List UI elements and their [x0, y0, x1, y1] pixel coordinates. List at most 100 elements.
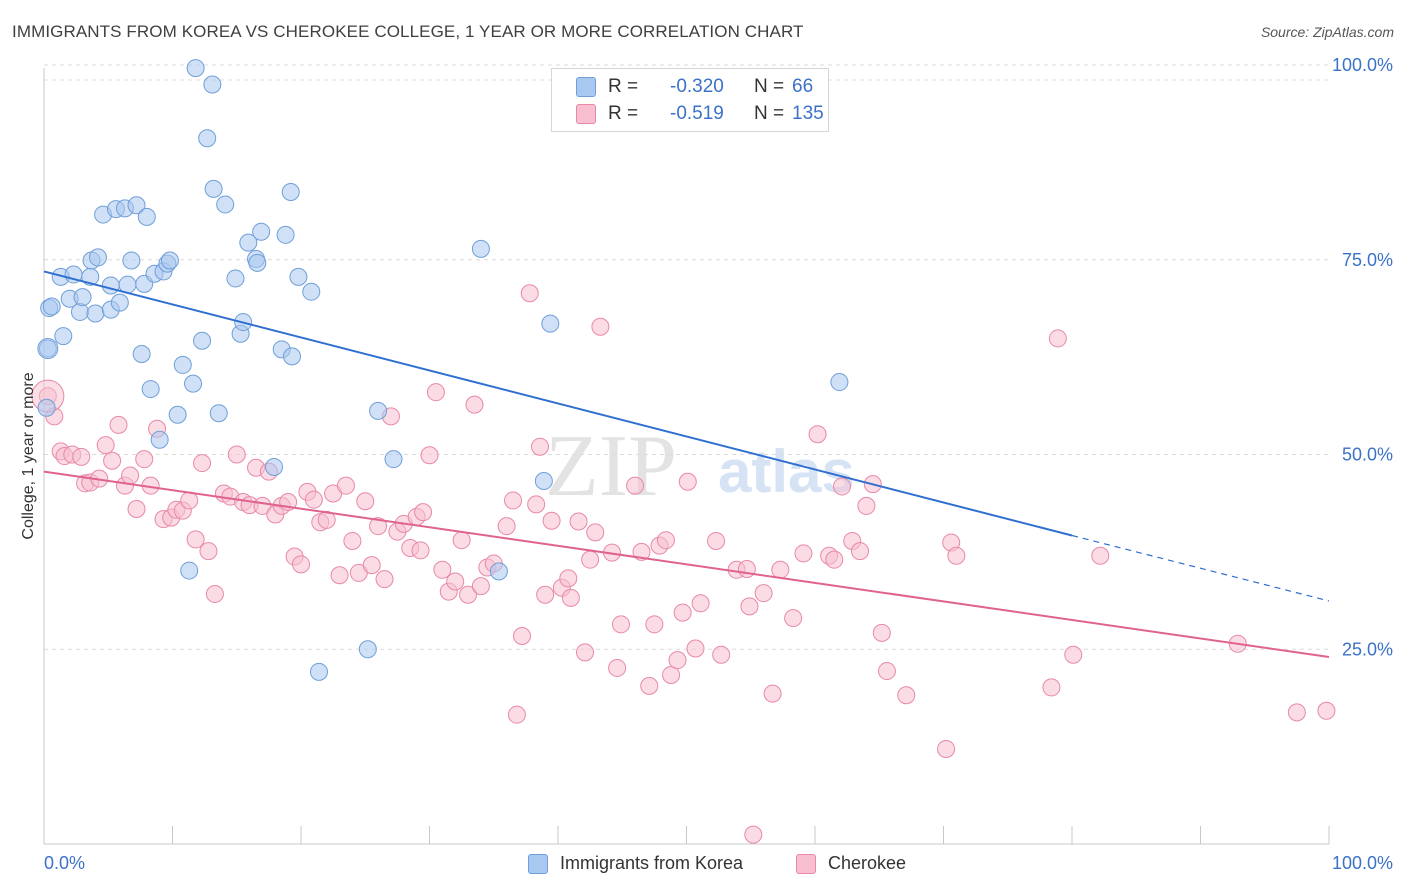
- korea-point: [86, 304, 105, 323]
- korea-point: [141, 380, 160, 399]
- korea-point: [160, 251, 179, 270]
- cherokee-point: [591, 317, 610, 336]
- cherokee-point: [947, 546, 966, 565]
- cherokee-point: [96, 436, 115, 455]
- korea-point: [830, 373, 849, 392]
- korea-point: [122, 251, 141, 270]
- cherokee-point: [504, 491, 523, 510]
- korea-point: [168, 405, 187, 424]
- axes: [43, 68, 1330, 845]
- cherokee-point: [678, 472, 697, 491]
- cherokee-point: [375, 570, 394, 589]
- korea-point: [239, 233, 258, 252]
- cherokee-point: [497, 517, 516, 536]
- korea-points: [37, 59, 849, 681]
- x-tick-label: 0.0%: [44, 853, 85, 873]
- korea-point: [150, 430, 169, 449]
- legend-item-cherokee[interactable]: Cherokee: [796, 853, 906, 874]
- cherokee-point: [561, 588, 580, 607]
- cherokee-point: [180, 491, 199, 510]
- cherokee-point: [369, 517, 388, 536]
- cherokee-point: [763, 684, 782, 703]
- cherokee-point: [193, 454, 212, 473]
- cherokee-point: [536, 585, 555, 604]
- cherokee-point: [1042, 678, 1061, 697]
- cherokee-point: [937, 739, 956, 758]
- korea-point: [137, 207, 156, 226]
- cherokee-point: [645, 615, 664, 634]
- korea-point: [489, 562, 508, 581]
- cherokee-point: [586, 523, 605, 542]
- legend-label-cherokee: Cherokee: [828, 853, 907, 873]
- legend-n-value: 135: [792, 103, 824, 124]
- legend-r-value: -0.320: [670, 76, 724, 97]
- y-tick-label: 100.0%: [1332, 55, 1393, 75]
- x-tick-label: 100.0%: [1332, 853, 1393, 873]
- korea-trend-extension: [1071, 534, 1330, 602]
- cherokee-point: [471, 577, 490, 596]
- cherokee-point: [581, 550, 600, 569]
- cherokee-point: [712, 645, 731, 664]
- korea-point: [534, 471, 553, 490]
- cherokee-point: [673, 603, 692, 622]
- korea-point: [132, 345, 151, 364]
- cherokee-point: [1317, 701, 1336, 720]
- korea-point: [193, 331, 212, 350]
- cherokee-point: [330, 566, 349, 585]
- chart-source: Source: ZipAtlas.com: [1260, 24, 1394, 40]
- cherokee-point: [640, 676, 659, 695]
- cherokee-point: [1091, 546, 1110, 565]
- cherokee-point: [531, 437, 550, 456]
- korea-point: [252, 222, 271, 241]
- cherokee-point: [186, 530, 205, 549]
- tick-labels: 25.0% 50.0% 75.0% 100.0% 0.0% 100.0%: [44, 55, 1393, 873]
- korea-point: [180, 561, 199, 580]
- cherokee-point: [872, 623, 891, 642]
- korea-point: [101, 276, 120, 295]
- cherokee-points: [31, 284, 1336, 844]
- cherokee-point: [227, 445, 246, 464]
- korea-point: [302, 282, 321, 301]
- korea-point: [184, 374, 203, 393]
- cherokee-point: [109, 415, 128, 434]
- trend-lines: [43, 270, 1330, 659]
- korea-point: [369, 401, 388, 420]
- korea-point: [289, 267, 308, 286]
- cherokee-point: [452, 531, 471, 550]
- korea-point: [127, 196, 146, 215]
- korea-trend-line: [43, 270, 1073, 537]
- cherokee-point: [433, 560, 452, 579]
- legend-r-label: R =: [608, 103, 639, 124]
- korea-point: [265, 457, 284, 476]
- cherokee-point: [465, 395, 484, 414]
- legend-row-korea: R = -0.320 N = 66: [576, 75, 813, 99]
- korea-point: [283, 347, 302, 366]
- cherokee-point: [362, 556, 381, 575]
- cherokee-point: [686, 639, 705, 658]
- watermark: ZIP atlas: [545, 418, 855, 515]
- cherokee-point: [520, 284, 539, 303]
- cherokee-point: [832, 477, 851, 496]
- cherokee-point: [356, 492, 375, 511]
- korea-point-large: [37, 338, 59, 360]
- cherokee-point: [507, 705, 526, 724]
- korea-point: [37, 398, 56, 417]
- cherokee-point: [656, 531, 675, 550]
- korea-point: [358, 640, 377, 659]
- cherokee-point: [1287, 703, 1306, 722]
- korea-point: [384, 450, 403, 469]
- legend-item-korea[interactable]: Immigrants from Korea: [528, 853, 743, 874]
- cherokee-point: [420, 446, 439, 465]
- cherokee-point: [1048, 329, 1067, 348]
- korea-point: [309, 662, 328, 681]
- cherokee-point: [127, 500, 146, 519]
- cherokee-point: [740, 597, 759, 616]
- legend-swatch-cherokee: [576, 104, 596, 124]
- y-tick-label: 75.0%: [1342, 250, 1393, 270]
- cherokee-point: [336, 476, 355, 495]
- cherokee-point: [72, 447, 91, 466]
- korea-point: [88, 248, 107, 267]
- cherokee-point: [850, 542, 869, 561]
- y-axis-label: College, 1 year or more: [20, 372, 37, 539]
- korea-point: [173, 355, 192, 374]
